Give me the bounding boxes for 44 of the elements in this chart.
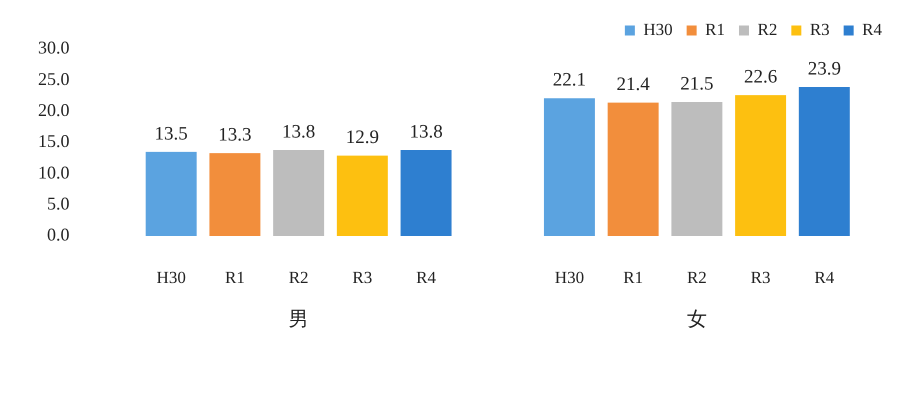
text: R3	[750, 268, 771, 287]
data-label: 21.5	[680, 73, 714, 94]
y-tick-label: 5.0	[47, 194, 70, 214]
data-label: 13.8	[409, 121, 443, 142]
text: H30	[156, 268, 186, 287]
bar	[671, 102, 722, 236]
y-tick-label: 20.0	[38, 100, 70, 120]
legend-label: R2	[757, 20, 778, 39]
bar	[209, 153, 260, 236]
data-label: 22.1	[552, 70, 586, 91]
text: R2	[288, 268, 309, 287]
data-label: 13.5	[154, 123, 188, 144]
bar	[400, 150, 452, 236]
bar	[608, 102, 659, 236]
data-label: 21.4	[616, 74, 650, 96]
y-tick-label: 10.0	[38, 162, 70, 182]
text: R3	[352, 268, 372, 287]
text: R1	[623, 268, 644, 287]
y-tick-label: 0.0	[47, 224, 70, 245]
text: R4	[814, 268, 834, 287]
text: R1	[224, 268, 245, 287]
data-label: 23.9	[808, 58, 841, 80]
text: R4	[416, 268, 436, 287]
bar	[544, 98, 595, 236]
legend-label: R4	[862, 20, 882, 39]
x-tick-label: 男	[288, 308, 309, 330]
data-label: 22.6	[744, 66, 778, 88]
y-tick-label: 30.0	[38, 38, 70, 58]
data-label: 13.8	[282, 121, 316, 142]
legend-label: R3	[810, 20, 830, 39]
legend-label: H30	[643, 20, 673, 39]
y-tick-label: 25.0	[38, 68, 70, 89]
bar	[273, 150, 324, 236]
x-tick-label: 女	[686, 308, 707, 330]
bar	[798, 87, 850, 236]
data-label: 12.9	[346, 127, 379, 148]
text: R2	[686, 268, 707, 287]
bar	[336, 156, 388, 236]
y-tick-label: 15.0	[38, 131, 70, 152]
text: H30	[554, 268, 584, 287]
bar	[146, 152, 197, 236]
legend-label: R1	[705, 20, 725, 39]
bar	[735, 95, 786, 236]
data-label: 13.3	[218, 124, 252, 146]
